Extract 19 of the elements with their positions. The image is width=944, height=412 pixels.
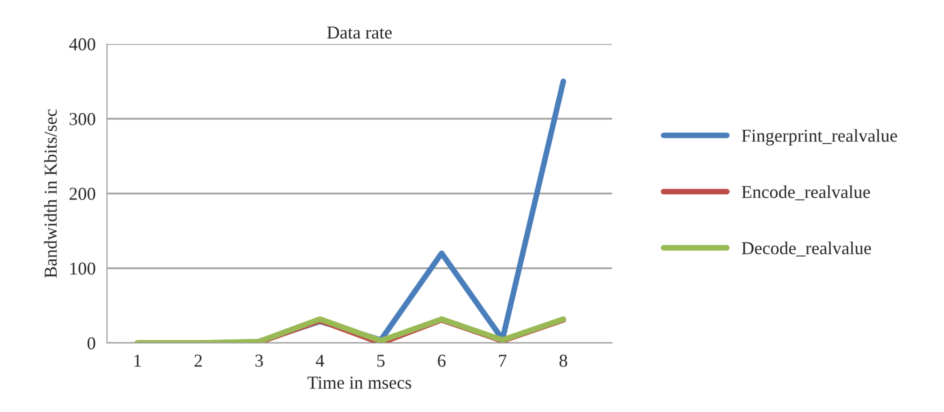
y-tick-label: 100 — [70, 262, 96, 275]
legend-label: Encode_realvalue — [742, 185, 870, 200]
y-axis-title: Bandwidth in Kbits/sec — [44, 109, 57, 278]
x-axis-title: Time in msecs — [307, 376, 412, 389]
y-tick-label: 300 — [70, 113, 96, 126]
x-tick-label: 4 — [316, 354, 324, 367]
y-tick-label: 400 — [69, 38, 96, 50]
chart-title: Data rate — [327, 26, 392, 39]
x-tick-label: 7 — [499, 354, 506, 367]
x-tick-label: 6 — [438, 354, 446, 367]
x-tick-label: 8 — [560, 354, 568, 367]
y-tick-label: 200 — [70, 188, 96, 200]
y-tick-label: 0 — [88, 337, 96, 350]
legend-label: Fingerprint_realvalue — [742, 129, 898, 146]
x-tick-label: 2 — [194, 354, 202, 367]
x-tick-label: 1 — [134, 354, 141, 367]
x-tick-label: 5 — [377, 354, 385, 367]
legend-label: Decode_realvalue — [742, 242, 871, 256]
x-tick-label: 3 — [255, 354, 263, 367]
